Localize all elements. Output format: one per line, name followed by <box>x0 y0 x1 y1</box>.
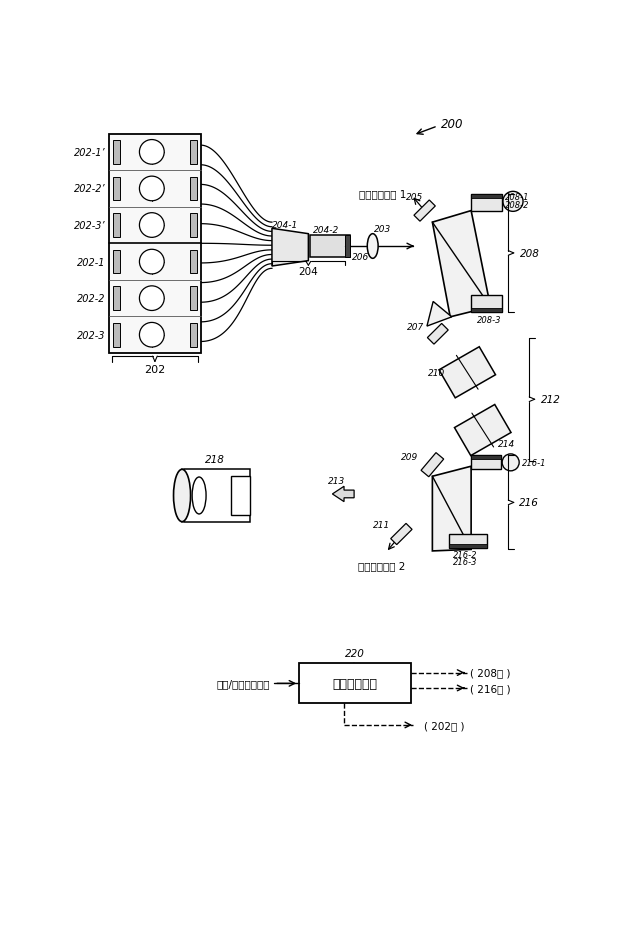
Text: 画像/ビデオデータ: 画像/ビデオデータ <box>216 678 270 689</box>
Circle shape <box>140 323 164 348</box>
Text: オフ状態の光 1: オフ状態の光 1 <box>359 189 406 200</box>
Text: 204: 204 <box>299 267 318 277</box>
Bar <box>189 177 197 201</box>
Bar <box>189 213 197 238</box>
Bar <box>471 195 502 212</box>
Bar <box>189 141 197 164</box>
Polygon shape <box>454 405 511 456</box>
Polygon shape <box>421 453 443 477</box>
Bar <box>345 236 350 257</box>
Circle shape <box>140 250 164 275</box>
Circle shape <box>140 287 164 311</box>
Polygon shape <box>439 347 496 398</box>
Text: ( 202へ ): ( 202へ ) <box>424 720 464 730</box>
Bar <box>113 324 120 347</box>
Polygon shape <box>390 523 412 545</box>
Polygon shape <box>427 324 449 345</box>
Text: 207: 207 <box>408 322 425 331</box>
Bar <box>189 287 197 311</box>
Text: 216-1: 216-1 <box>523 458 547 468</box>
Ellipse shape <box>174 470 191 522</box>
Bar <box>113 287 120 311</box>
Bar <box>471 456 501 470</box>
Text: 202-1: 202-1 <box>77 257 105 267</box>
Text: 208-2: 208-2 <box>505 200 530 210</box>
Circle shape <box>502 455 519 471</box>
Text: 202: 202 <box>144 365 165 375</box>
Text: 205: 205 <box>406 193 423 202</box>
Polygon shape <box>332 486 354 502</box>
Text: 206: 206 <box>352 252 369 261</box>
Text: 200: 200 <box>441 118 463 131</box>
Ellipse shape <box>367 235 378 259</box>
Bar <box>231 477 250 515</box>
Text: 208-3: 208-3 <box>477 316 502 325</box>
Polygon shape <box>433 212 491 317</box>
Bar <box>113 141 120 164</box>
Text: 211: 211 <box>373 521 390 530</box>
Circle shape <box>140 213 164 238</box>
Text: オフ状態の光 2: オフ状態の光 2 <box>359 561 406 570</box>
Bar <box>471 195 502 199</box>
Bar <box>113 251 120 274</box>
Bar <box>471 456 501 459</box>
Polygon shape <box>433 467 471 551</box>
Text: 210: 210 <box>428 368 445 378</box>
Text: ( 216へ ): ( 216へ ) <box>470 683 511 693</box>
Text: 202-3’: 202-3’ <box>74 221 105 231</box>
Bar <box>189 324 197 347</box>
Text: 202-2: 202-2 <box>77 294 105 303</box>
Bar <box>184 469 250 522</box>
Bar <box>189 251 197 274</box>
Text: 203: 203 <box>375 225 392 234</box>
Text: 212: 212 <box>541 394 561 405</box>
Circle shape <box>140 140 164 165</box>
Bar <box>471 308 502 313</box>
Bar <box>449 545 487 548</box>
Bar <box>109 135 200 354</box>
Text: 208: 208 <box>520 249 540 259</box>
Text: 218: 218 <box>205 454 225 464</box>
Bar <box>471 296 502 313</box>
Text: 213: 213 <box>328 477 345 486</box>
Text: コントローラ: コントローラ <box>333 677 378 690</box>
Bar <box>310 236 350 257</box>
Text: 204-2: 204-2 <box>313 226 339 235</box>
Text: 216-2: 216-2 <box>452 550 477 559</box>
Bar <box>299 664 412 703</box>
Bar <box>113 213 120 238</box>
Text: 204-1: 204-1 <box>272 221 298 230</box>
Polygon shape <box>414 200 435 222</box>
Bar <box>449 535 487 548</box>
Text: 209: 209 <box>401 453 419 462</box>
Text: 216: 216 <box>519 498 539 508</box>
Text: 208-1: 208-1 <box>505 193 530 202</box>
Circle shape <box>503 192 523 213</box>
Text: 202-3: 202-3 <box>77 330 105 341</box>
Text: 220: 220 <box>345 648 365 658</box>
Ellipse shape <box>192 478 206 514</box>
Text: 214: 214 <box>498 439 516 448</box>
Polygon shape <box>427 303 452 327</box>
Polygon shape <box>272 229 308 266</box>
Text: 202-1’: 202-1’ <box>74 148 105 158</box>
Text: ( 208へ ): ( 208へ ) <box>470 668 511 677</box>
Text: 216-3: 216-3 <box>452 558 477 567</box>
Circle shape <box>140 177 164 201</box>
Bar <box>113 177 120 201</box>
Text: 202-2’: 202-2’ <box>74 185 105 194</box>
